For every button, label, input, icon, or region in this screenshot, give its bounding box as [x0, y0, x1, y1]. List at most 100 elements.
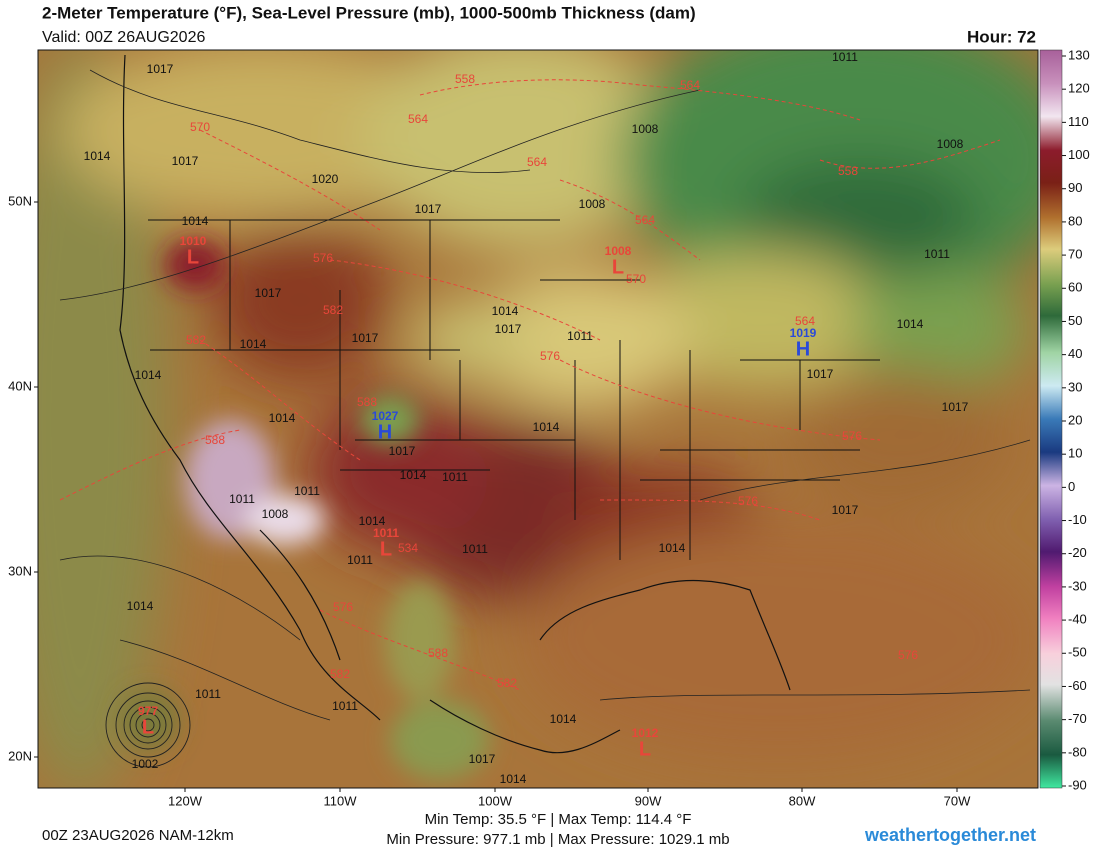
pressure-center-symbol: L — [380, 538, 392, 560]
site-credit: weathertogether.net — [864, 825, 1036, 845]
isobar-label: 1002 — [132, 757, 159, 771]
colorbar-label: -90 — [1068, 777, 1087, 792]
isobar-label: 1014 — [897, 317, 924, 331]
isobar-label: 1008 — [632, 122, 659, 136]
thickness-label: 582 — [323, 303, 343, 317]
title: 2-Meter Temperature (°F), Sea-Level Pres… — [42, 3, 696, 22]
thickness-label: 576 — [540, 349, 560, 363]
lon-label: 120W — [168, 793, 203, 808]
isobar-label: 1014 — [400, 468, 427, 482]
thickness-label: 558 — [838, 164, 858, 178]
model-run: 00Z 23AUG2026 NAM-12km — [42, 827, 234, 844]
colorbar-label: 50 — [1068, 313, 1082, 328]
isobar-label: 1011 — [567, 329, 593, 343]
lon-label: 90W — [635, 793, 662, 808]
isobar-label: 1014 — [127, 599, 154, 613]
isobar-label: 1011 — [924, 247, 950, 261]
pressure-center-value: 1011 — [373, 526, 399, 540]
isobar-label: 1014 — [240, 337, 267, 351]
isobar-label: 1017 — [352, 331, 379, 345]
isobar-label: 1017 — [415, 202, 442, 216]
isobar-label: 1011 — [442, 470, 468, 484]
pressure-center-symbol: L — [187, 246, 199, 268]
colorbar-label: -60 — [1068, 678, 1087, 693]
lat-label: 50N — [8, 193, 32, 208]
lat-label: 30N — [8, 563, 32, 578]
colorbar-label: 20 — [1068, 412, 1082, 427]
colorbar-label: 90 — [1068, 180, 1082, 195]
pressure-center-symbol: H — [796, 338, 810, 360]
pressure-range: Min Pressure: 977.1 mb | Max Pressure: 1… — [386, 831, 729, 848]
thickness-label: 588 — [357, 395, 377, 409]
colorbar-label: 40 — [1068, 346, 1082, 361]
thickness-label: 582 — [186, 333, 206, 347]
forecast-hour: Hour: 72 — [967, 27, 1036, 46]
lat-label: 40N — [8, 378, 32, 393]
thickness-label: 564 — [795, 314, 815, 328]
isobar-label: 1014 — [492, 304, 519, 318]
pressure-center-symbol: L — [612, 256, 624, 278]
lon-label: 70W — [944, 793, 971, 808]
thickness-label: 570 — [190, 120, 210, 134]
pressure-center-symbol: H — [378, 421, 392, 443]
temp-range: Min Temp: 35.5 °F | Max Temp: 114.4 °F — [425, 811, 692, 828]
isobar-label: 1014 — [135, 368, 162, 382]
isobar-label: 1014 — [500, 772, 527, 786]
isobar-label: 1017 — [832, 503, 859, 517]
thickness-label: 534 — [398, 541, 418, 555]
pressure-center-symbol: L — [639, 738, 651, 760]
isobar-label: 1014 — [182, 214, 209, 228]
isobar-label: 1011 — [229, 492, 255, 506]
colorbar — [1039, 49, 1063, 789]
isobar-label: 1017 — [807, 367, 834, 381]
thickness-label: 576 — [313, 251, 333, 265]
colorbar-label: 10 — [1068, 446, 1082, 461]
isobar-label: 1008 — [262, 507, 289, 521]
map-field — [38, 50, 1038, 788]
thickness-label: 582 — [497, 676, 517, 690]
thickness-label: 576 — [842, 429, 862, 443]
thickness-label: 564 — [408, 112, 428, 126]
thickness-label: 576 — [898, 648, 918, 662]
colorbar-label: 110 — [1068, 114, 1089, 129]
isobar-label: 1017 — [495, 322, 522, 336]
thickness-label: 582 — [330, 667, 350, 681]
colorbar-label: 80 — [1068, 213, 1082, 228]
colorbar-label: -40 — [1068, 612, 1087, 627]
lon-label: 80W — [789, 793, 816, 808]
isobar-label: 1020 — [312, 172, 339, 186]
isobar-label: 1014 — [659, 541, 686, 555]
colorbar-label: 0 — [1068, 479, 1075, 494]
colorbar-label: 30 — [1068, 379, 1082, 394]
lon-label: 110W — [324, 793, 358, 808]
lat-label: 20N — [8, 748, 32, 763]
isobar-label: 1011 — [462, 542, 488, 556]
lon-label: 100W — [478, 793, 513, 808]
thickness-label: 564 — [527, 155, 547, 169]
colorbar-label: -50 — [1068, 645, 1087, 660]
colorbar-label: 70 — [1068, 247, 1082, 262]
colorbar-label: -30 — [1068, 578, 1087, 593]
colorbar-label: -70 — [1068, 711, 1087, 726]
colorbar-label: 60 — [1068, 280, 1082, 295]
isobar-label: 1011 — [347, 553, 373, 567]
thickness-label: 576 — [738, 494, 758, 508]
isobar-label: 1017 — [469, 752, 496, 766]
isobar-label: 1011 — [832, 50, 858, 64]
isobar-label: 1017 — [147, 62, 174, 76]
isobar-label: 1014 — [269, 411, 296, 425]
isobar-label: 1014 — [550, 712, 577, 726]
isobar-label: 1011 — [294, 484, 320, 498]
colorbar-label: 130 — [1068, 47, 1090, 62]
thickness-label: 564 — [635, 213, 655, 227]
isobar-label: 1011 — [195, 687, 221, 701]
valid-time: Valid: 00Z 26AUG2026 — [42, 29, 205, 46]
pressure-center-value: 977 — [138, 704, 158, 718]
isobar-label: 1017 — [255, 286, 282, 300]
colorbar-label: 120 — [1068, 81, 1090, 96]
thickness-label: 588 — [205, 433, 225, 447]
pressure-center-symbol: L — [142, 716, 154, 738]
isobar-label: 1011 — [332, 699, 358, 713]
pressure-center-value: 1019 — [790, 326, 817, 340]
